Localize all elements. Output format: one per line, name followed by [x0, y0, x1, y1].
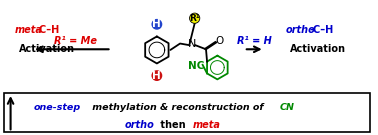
Text: O: O [215, 36, 223, 46]
Text: R¹: R¹ [189, 14, 200, 23]
Text: Activation: Activation [290, 44, 346, 54]
Text: -C–H: -C–H [35, 25, 59, 35]
Ellipse shape [152, 20, 162, 29]
Text: N: N [187, 39, 196, 49]
Text: R¹ = H: R¹ = H [237, 36, 271, 45]
Text: Activation: Activation [19, 44, 75, 54]
Text: -C–H: -C–H [310, 25, 334, 35]
Text: CN: CN [280, 103, 295, 112]
Text: ortho: ortho [125, 120, 155, 130]
Ellipse shape [152, 71, 162, 80]
Text: R¹ = Me: R¹ = Me [54, 36, 97, 45]
FancyBboxPatch shape [4, 93, 370, 132]
Text: meta: meta [14, 25, 42, 35]
Text: meta: meta [193, 120, 221, 130]
Text: one-step: one-step [34, 103, 81, 112]
Text: H: H [152, 19, 161, 29]
Text: H: H [152, 71, 161, 81]
Ellipse shape [189, 13, 200, 23]
Text: ortho: ortho [285, 25, 315, 35]
Text: methylation & reconstruction of: methylation & reconstruction of [89, 103, 266, 112]
Text: NC: NC [187, 61, 204, 71]
Text: then: then [157, 120, 189, 130]
